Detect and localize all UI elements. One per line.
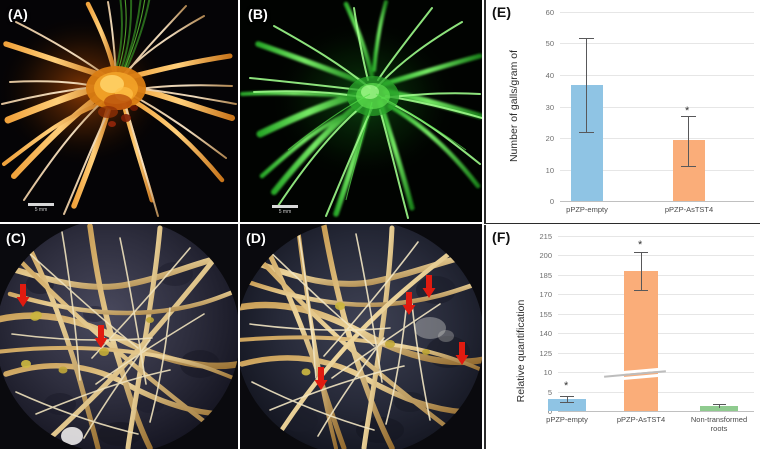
scalebar-text: 5 mm xyxy=(34,207,48,213)
error-bar xyxy=(688,116,689,166)
gridline xyxy=(560,170,754,171)
error-cap-upper xyxy=(560,396,574,397)
bar-ppzp-empty xyxy=(571,85,603,201)
y-tick: 0 xyxy=(547,407,552,416)
y-tick: 40 xyxy=(545,71,554,80)
significance-asterisk: * xyxy=(638,239,643,251)
y-tick: 0 xyxy=(549,197,554,206)
x-tick-label-non-transformed: Non-transformed roots xyxy=(679,415,759,433)
panel-e-label: (E) xyxy=(492,4,512,20)
red-arrow-icon xyxy=(16,284,30,307)
gridline xyxy=(560,12,754,13)
panel-a-label: (A) xyxy=(8,6,29,22)
error-bar xyxy=(719,404,720,408)
y-tick: 10 xyxy=(545,166,554,175)
gridline xyxy=(560,75,754,76)
error-bar xyxy=(567,396,568,402)
y-tick: 30 xyxy=(545,103,554,112)
panel-c-petri-dish: (C) xyxy=(0,224,238,449)
x-tick-label: pPZP-AsTST4 xyxy=(664,205,714,214)
panel-d-label: (D) xyxy=(246,230,267,246)
error-cap-upper xyxy=(681,116,696,117)
x-axis-line xyxy=(560,201,754,202)
y-tick: 60 xyxy=(545,8,554,17)
scalebar-line xyxy=(28,203,54,206)
panel-d-image xyxy=(240,224,482,449)
gridline xyxy=(558,255,754,256)
panel-f-expression-chart: (F) Relative quantification 215 200 185 … xyxy=(484,225,760,449)
gridline xyxy=(558,236,754,237)
panel-f-y-axis-label: Relative quantification xyxy=(515,299,527,403)
error-bar xyxy=(586,38,587,133)
y-tick: 215 xyxy=(539,232,552,241)
error-cap-lower xyxy=(560,402,574,403)
panel-e-y-axis-label: Number of galls/gram of xyxy=(508,49,520,163)
gridline xyxy=(560,107,754,108)
scalebar-text: 5 mm xyxy=(278,209,292,215)
y-tick: 20 xyxy=(545,134,554,143)
panel-c-label: (C) xyxy=(6,230,27,246)
panel-b-image xyxy=(240,0,482,222)
x-tick-label: pPZP-empty xyxy=(566,205,608,214)
y-tick: 125 xyxy=(539,349,552,358)
panel-a-scalebar: 5 mm xyxy=(28,203,54,213)
y-tick: 10 xyxy=(543,368,552,377)
y-tick: 5 xyxy=(547,388,552,397)
y-tick: 200 xyxy=(539,251,552,260)
x-tick-line2: roots xyxy=(710,424,728,433)
y-tick: 170 xyxy=(539,290,552,299)
y-tick: 185 xyxy=(539,271,552,280)
error-cap-upper xyxy=(713,404,726,405)
panel-a-brightfield-roots: (A) 5 mm xyxy=(0,0,238,222)
panel-a-image xyxy=(0,0,238,222)
scalebar-line xyxy=(272,205,298,208)
x-tick-label: pPZP-AsTST4 xyxy=(616,415,666,424)
panel-b-scalebar: 5 mm xyxy=(272,205,298,215)
panel-d-petri-dish: (D) xyxy=(240,224,482,449)
panel-b-gfp-roots: (B) 5 mm xyxy=(240,0,482,222)
bar-ppzp-astst4 xyxy=(673,140,705,201)
bar-ppzp-astst4 xyxy=(624,271,658,411)
red-arrow-icon xyxy=(314,367,328,390)
significance-asterisk: * xyxy=(685,105,690,117)
red-arrow-icon xyxy=(422,275,436,298)
significance-asterisk: * xyxy=(564,380,569,392)
x-tick-label: pPZP-empty xyxy=(546,415,588,424)
gridline xyxy=(560,138,754,139)
panel-e-galls-chart: (E) Number of galls/gram of 60 50 40 30 … xyxy=(484,0,760,224)
panel-f-label: (F) xyxy=(492,229,511,245)
panel-b-label: (B) xyxy=(248,6,269,22)
gridline xyxy=(560,43,754,44)
y-tick: 155 xyxy=(539,310,552,319)
error-cap-lower xyxy=(634,290,648,291)
error-cap-lower xyxy=(579,132,594,133)
x-tick-line1: Non-transformed xyxy=(690,415,748,424)
y-tick: 140 xyxy=(539,329,552,338)
bar-ppzp-empty xyxy=(548,399,586,411)
bar-non-transformed xyxy=(700,406,738,411)
red-arrow-icon xyxy=(94,325,108,348)
error-cap-lower xyxy=(681,166,696,167)
error-bar xyxy=(641,252,642,291)
red-arrow-icon xyxy=(455,342,469,365)
y-tick: 50 xyxy=(545,39,554,48)
panel-c-image xyxy=(0,224,238,449)
x-axis-line xyxy=(558,411,754,412)
error-cap-upper xyxy=(579,38,594,39)
red-arrow-icon xyxy=(402,292,416,315)
error-cap-upper xyxy=(634,252,648,253)
